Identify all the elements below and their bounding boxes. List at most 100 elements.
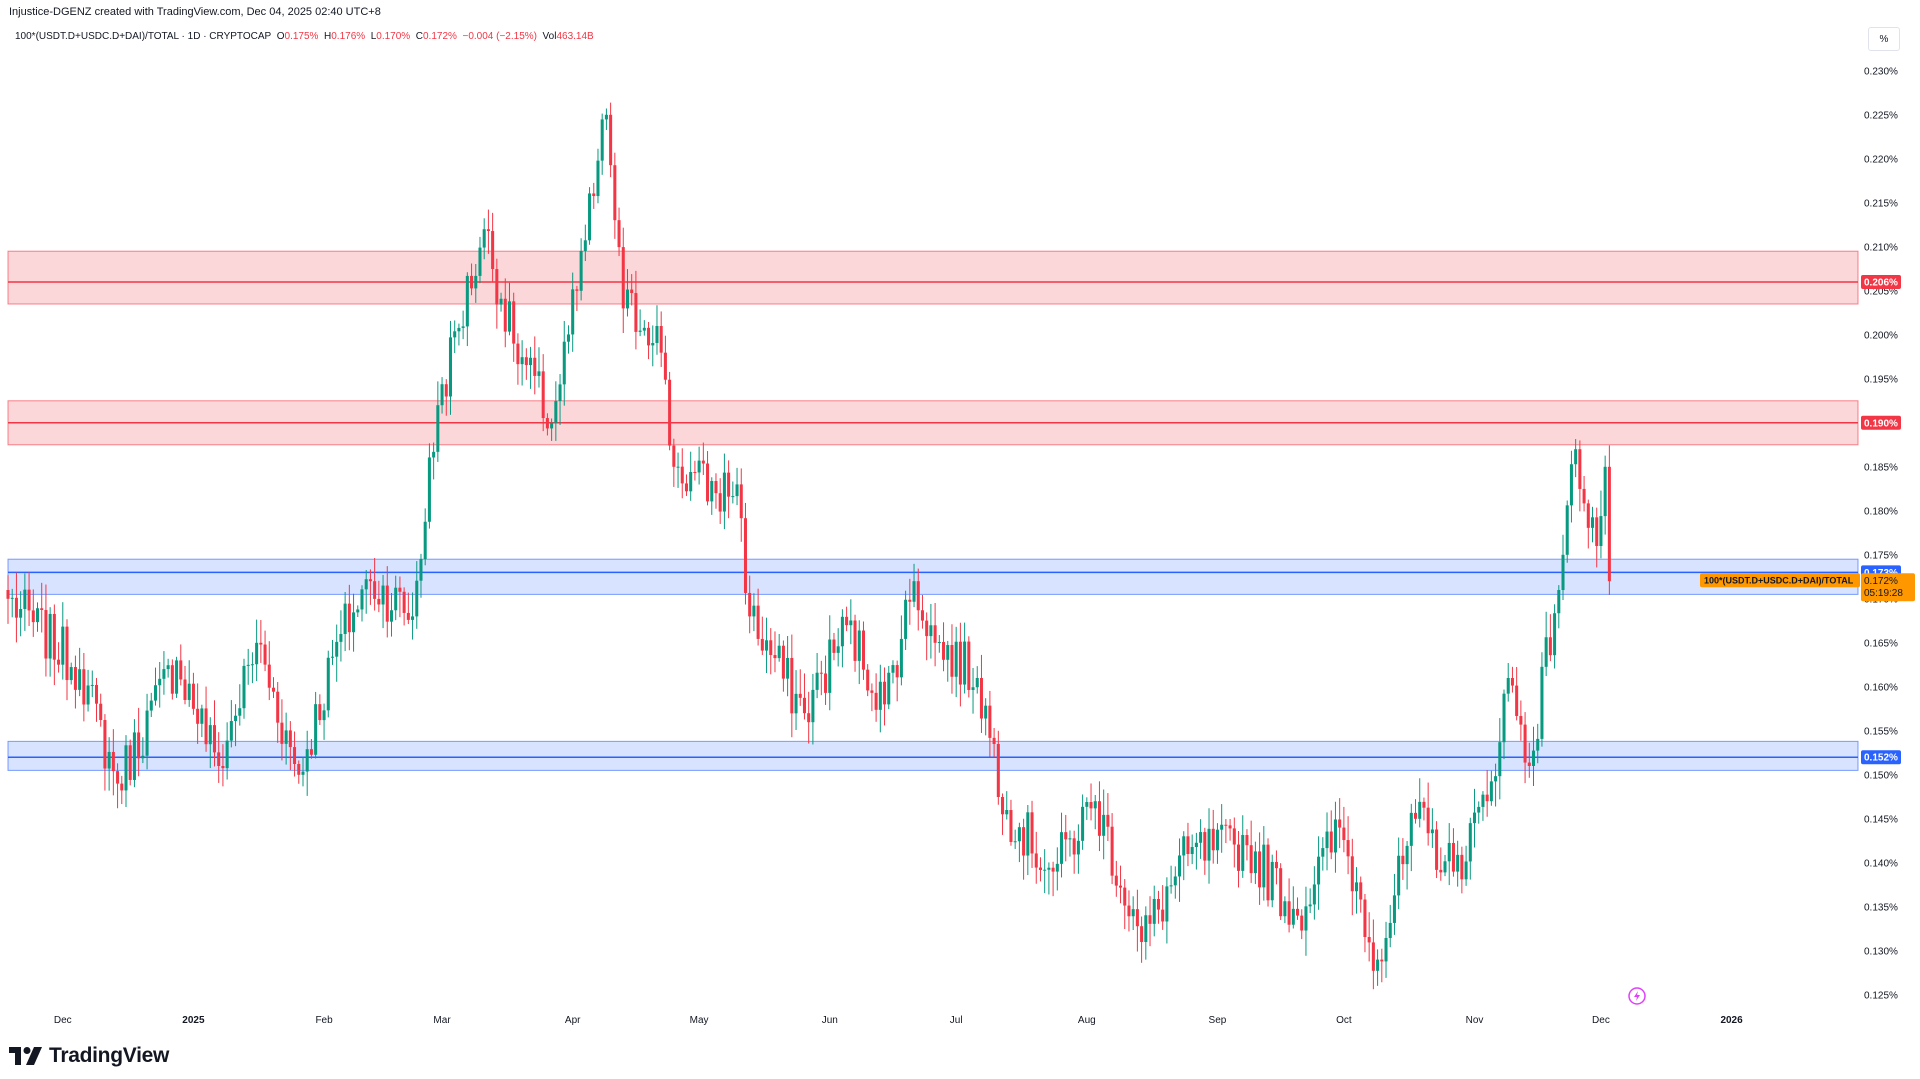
candle-body [69,667,73,681]
time-tick-label: Apr [565,1015,581,1026]
candle-body [1422,801,1426,808]
candle-body [676,466,680,468]
candle-body [326,657,330,711]
price-tag-bg [1861,750,1901,765]
candle-body [1557,589,1561,614]
candle-body [1376,959,1380,971]
price-tick-label: 0.210% [1864,242,1898,253]
candle-body [1186,836,1190,854]
candle-body [971,687,975,690]
candle-body [891,665,895,673]
percent-scale-button[interactable]: % [1868,27,1900,51]
candle-body [752,605,756,617]
candle-body [360,589,364,610]
candle-body [832,639,836,653]
time-tick-label: Aug [1078,1015,1096,1026]
candle-body [1279,868,1283,917]
candle-body [364,579,368,590]
candle-body [950,645,954,677]
candle-body [604,114,608,120]
candle-body [1009,810,1013,842]
ohlc-legend: 100*(USDT.D+USDC.D+DAI)/TOTAL · 1D · CRY… [15,31,594,42]
candle-body [693,472,697,474]
candle-body [436,405,440,452]
price-axis: 0.125% 0.130% 0.135% 0.140% 0.145% 0.150% 0.15… [1864,66,1898,1001]
candle-body [10,597,14,599]
candle-body [1325,831,1329,849]
candle-body [389,610,394,622]
candle-body [811,689,815,723]
candle-body [689,472,693,492]
price-tick-label: 0.155% [1864,726,1898,737]
candle-body [516,343,520,365]
tradingview-logo[interactable]: TradingView [9,1044,169,1068]
candle-body [802,697,806,714]
candle-body [1561,554,1565,590]
candle-body [208,725,212,745]
candle-body [617,220,621,248]
candle-body [655,326,659,344]
candle-body [107,751,111,769]
candle-body [427,457,431,522]
candle-body [735,484,739,497]
symbol-label[interactable]: 100*(USDT.D+USDC.D+DAI)/TOTAL · 1D · CRY… [15,31,272,42]
candle-body [1051,867,1055,872]
candle-body [786,657,790,679]
candle-body [478,247,482,276]
candle-body [31,610,35,623]
price-tag-bg [1861,275,1901,289]
series-name-tag-label: 100*(USDT.D+USDC.D+DAI)/TOTAL [1704,576,1854,586]
volume-value: 463.14B [556,31,594,42]
candle-body [179,660,183,680]
candle-body [1338,819,1342,828]
candle-body [1178,855,1182,877]
candle-body [672,445,676,467]
candle-body [1119,885,1123,888]
candle-body [600,119,604,161]
candle-body [975,678,979,688]
candle-body [1595,517,1599,546]
candle-body [339,634,343,642]
candle-body [731,496,735,498]
candle-body [929,625,933,637]
candle-body [347,603,351,633]
candle-body [1367,936,1371,943]
candle-body [642,327,646,331]
price-tick-label: 0.195% [1864,374,1898,385]
candle-body [588,193,592,241]
candle-body [1114,875,1118,886]
price-tick-label: 0.205% [1864,286,1898,297]
candle-body [1544,637,1548,667]
candle-body [503,298,507,332]
candle-body [1405,845,1409,865]
candle-body [1013,841,1017,843]
candle-body [145,710,149,756]
candle-body [1076,840,1080,855]
price-tick-label: 0.140% [1864,858,1898,869]
candle-body [381,585,385,605]
candle-body [103,720,107,769]
candle-body [1392,895,1396,923]
alert-icon[interactable] [1628,987,1646,1005]
candle-body [448,337,452,397]
candle-body [1414,812,1418,819]
candle-body [1245,835,1249,846]
candle-body [415,580,419,617]
candle-body [550,422,554,429]
candle-body [1089,802,1093,809]
candle-body [1548,637,1552,656]
candle-body [853,620,857,661]
candle-body [954,641,958,677]
candle-body [200,708,204,724]
candle-body [558,384,562,402]
candle-body [714,480,718,494]
candle-body [651,343,655,346]
candle-body [899,638,903,678]
time-tick-label: 2026 [1720,1015,1743,1026]
candle-body [520,357,524,365]
candle-body [48,613,52,659]
candle-body [1064,832,1068,840]
candle-body [684,483,688,492]
candle-body [1274,861,1278,869]
